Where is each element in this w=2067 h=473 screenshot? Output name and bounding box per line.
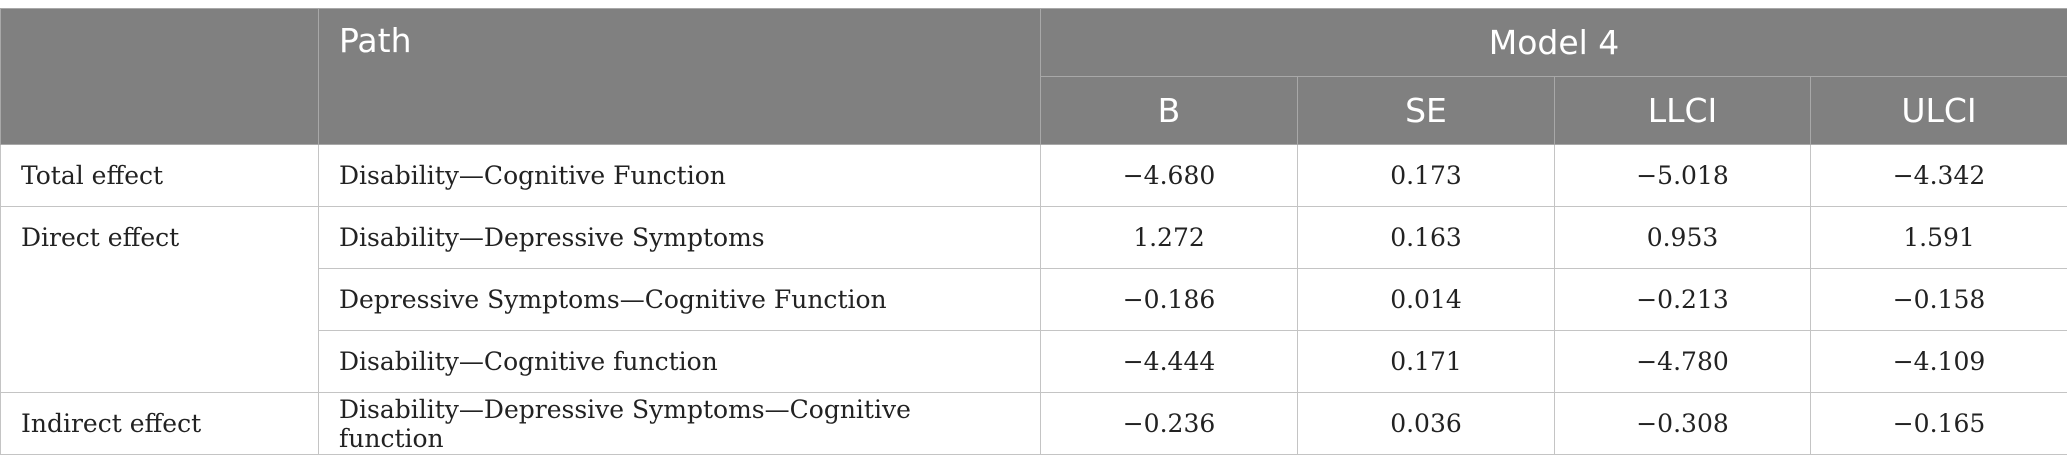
ulci-cell: −0.158 [1809, 268, 2067, 331]
group-label: Direct effect [0, 206, 319, 393]
path-cell: Disability—Depressive Symptoms—Cognitive… [318, 392, 1041, 455]
ulci-cell: 1.591 [1809, 206, 2067, 269]
b-cell: 1.272 [1040, 206, 1298, 269]
b-cell: −4.680 [1040, 144, 1298, 207]
header-ulci: ULCI [1809, 76, 2067, 145]
se-cell: 0.173 [1297, 144, 1555, 207]
table-row: Indirect effect Disability—Depressive Sy… [0, 392, 2067, 455]
table-header: Path Model 4 B SE LLCI ULCI [0, 8, 2067, 145]
se-cell: 0.163 [1297, 206, 1555, 269]
group-label: Total effect [0, 144, 319, 207]
b-cell: −0.186 [1040, 268, 1298, 331]
b-cell: −0.236 [1040, 392, 1298, 455]
mediation-table: Path Model 4 B SE LLCI ULCI Total effect… [0, 8, 2067, 455]
header-effect-type [0, 8, 319, 145]
se-cell: 0.014 [1297, 268, 1555, 331]
b-cell: −4.444 [1040, 330, 1298, 393]
header-llci: LLCI [1554, 76, 1811, 145]
ulci-cell: −4.342 [1809, 144, 2067, 207]
table-container: Path Model 4 B SE LLCI ULCI Total effect… [0, 8, 2067, 455]
group-label: Indirect effect [0, 392, 319, 455]
ulci-cell: −0.165 [1809, 392, 2067, 455]
llci-cell: −0.213 [1554, 268, 1811, 331]
se-cell: 0.171 [1297, 330, 1555, 393]
header-b: B [1040, 76, 1298, 145]
path-cell: Disability—Depressive Symptoms [318, 206, 1041, 269]
se-cell: 0.036 [1297, 392, 1555, 455]
llci-cell: −0.308 [1554, 392, 1811, 455]
header-path: Path [318, 8, 1041, 145]
table-body: Total effect Disability—Cognitive Functi… [0, 144, 2067, 455]
path-cell: Depressive Symptoms—Cognitive Function [318, 268, 1041, 331]
header-se: SE [1297, 76, 1555, 145]
path-cell: Disability—Cognitive Function [318, 144, 1041, 207]
llci-cell: −4.780 [1554, 330, 1811, 393]
header-model: Model 4 [1039, 8, 2067, 77]
path-cell: Disability—Cognitive function [318, 330, 1041, 393]
llci-cell: −5.018 [1554, 144, 1811, 207]
table-row: Direct effect Disability—Depressive Symp… [0, 206, 2067, 393]
ulci-cell: −4.109 [1809, 330, 2067, 393]
table-row: Total effect Disability—Cognitive Functi… [0, 144, 2067, 207]
table-row: Disability—Cognitive function −4.444 0.1… [1, 330, 2067, 393]
llci-cell: 0.953 [1554, 206, 1811, 269]
